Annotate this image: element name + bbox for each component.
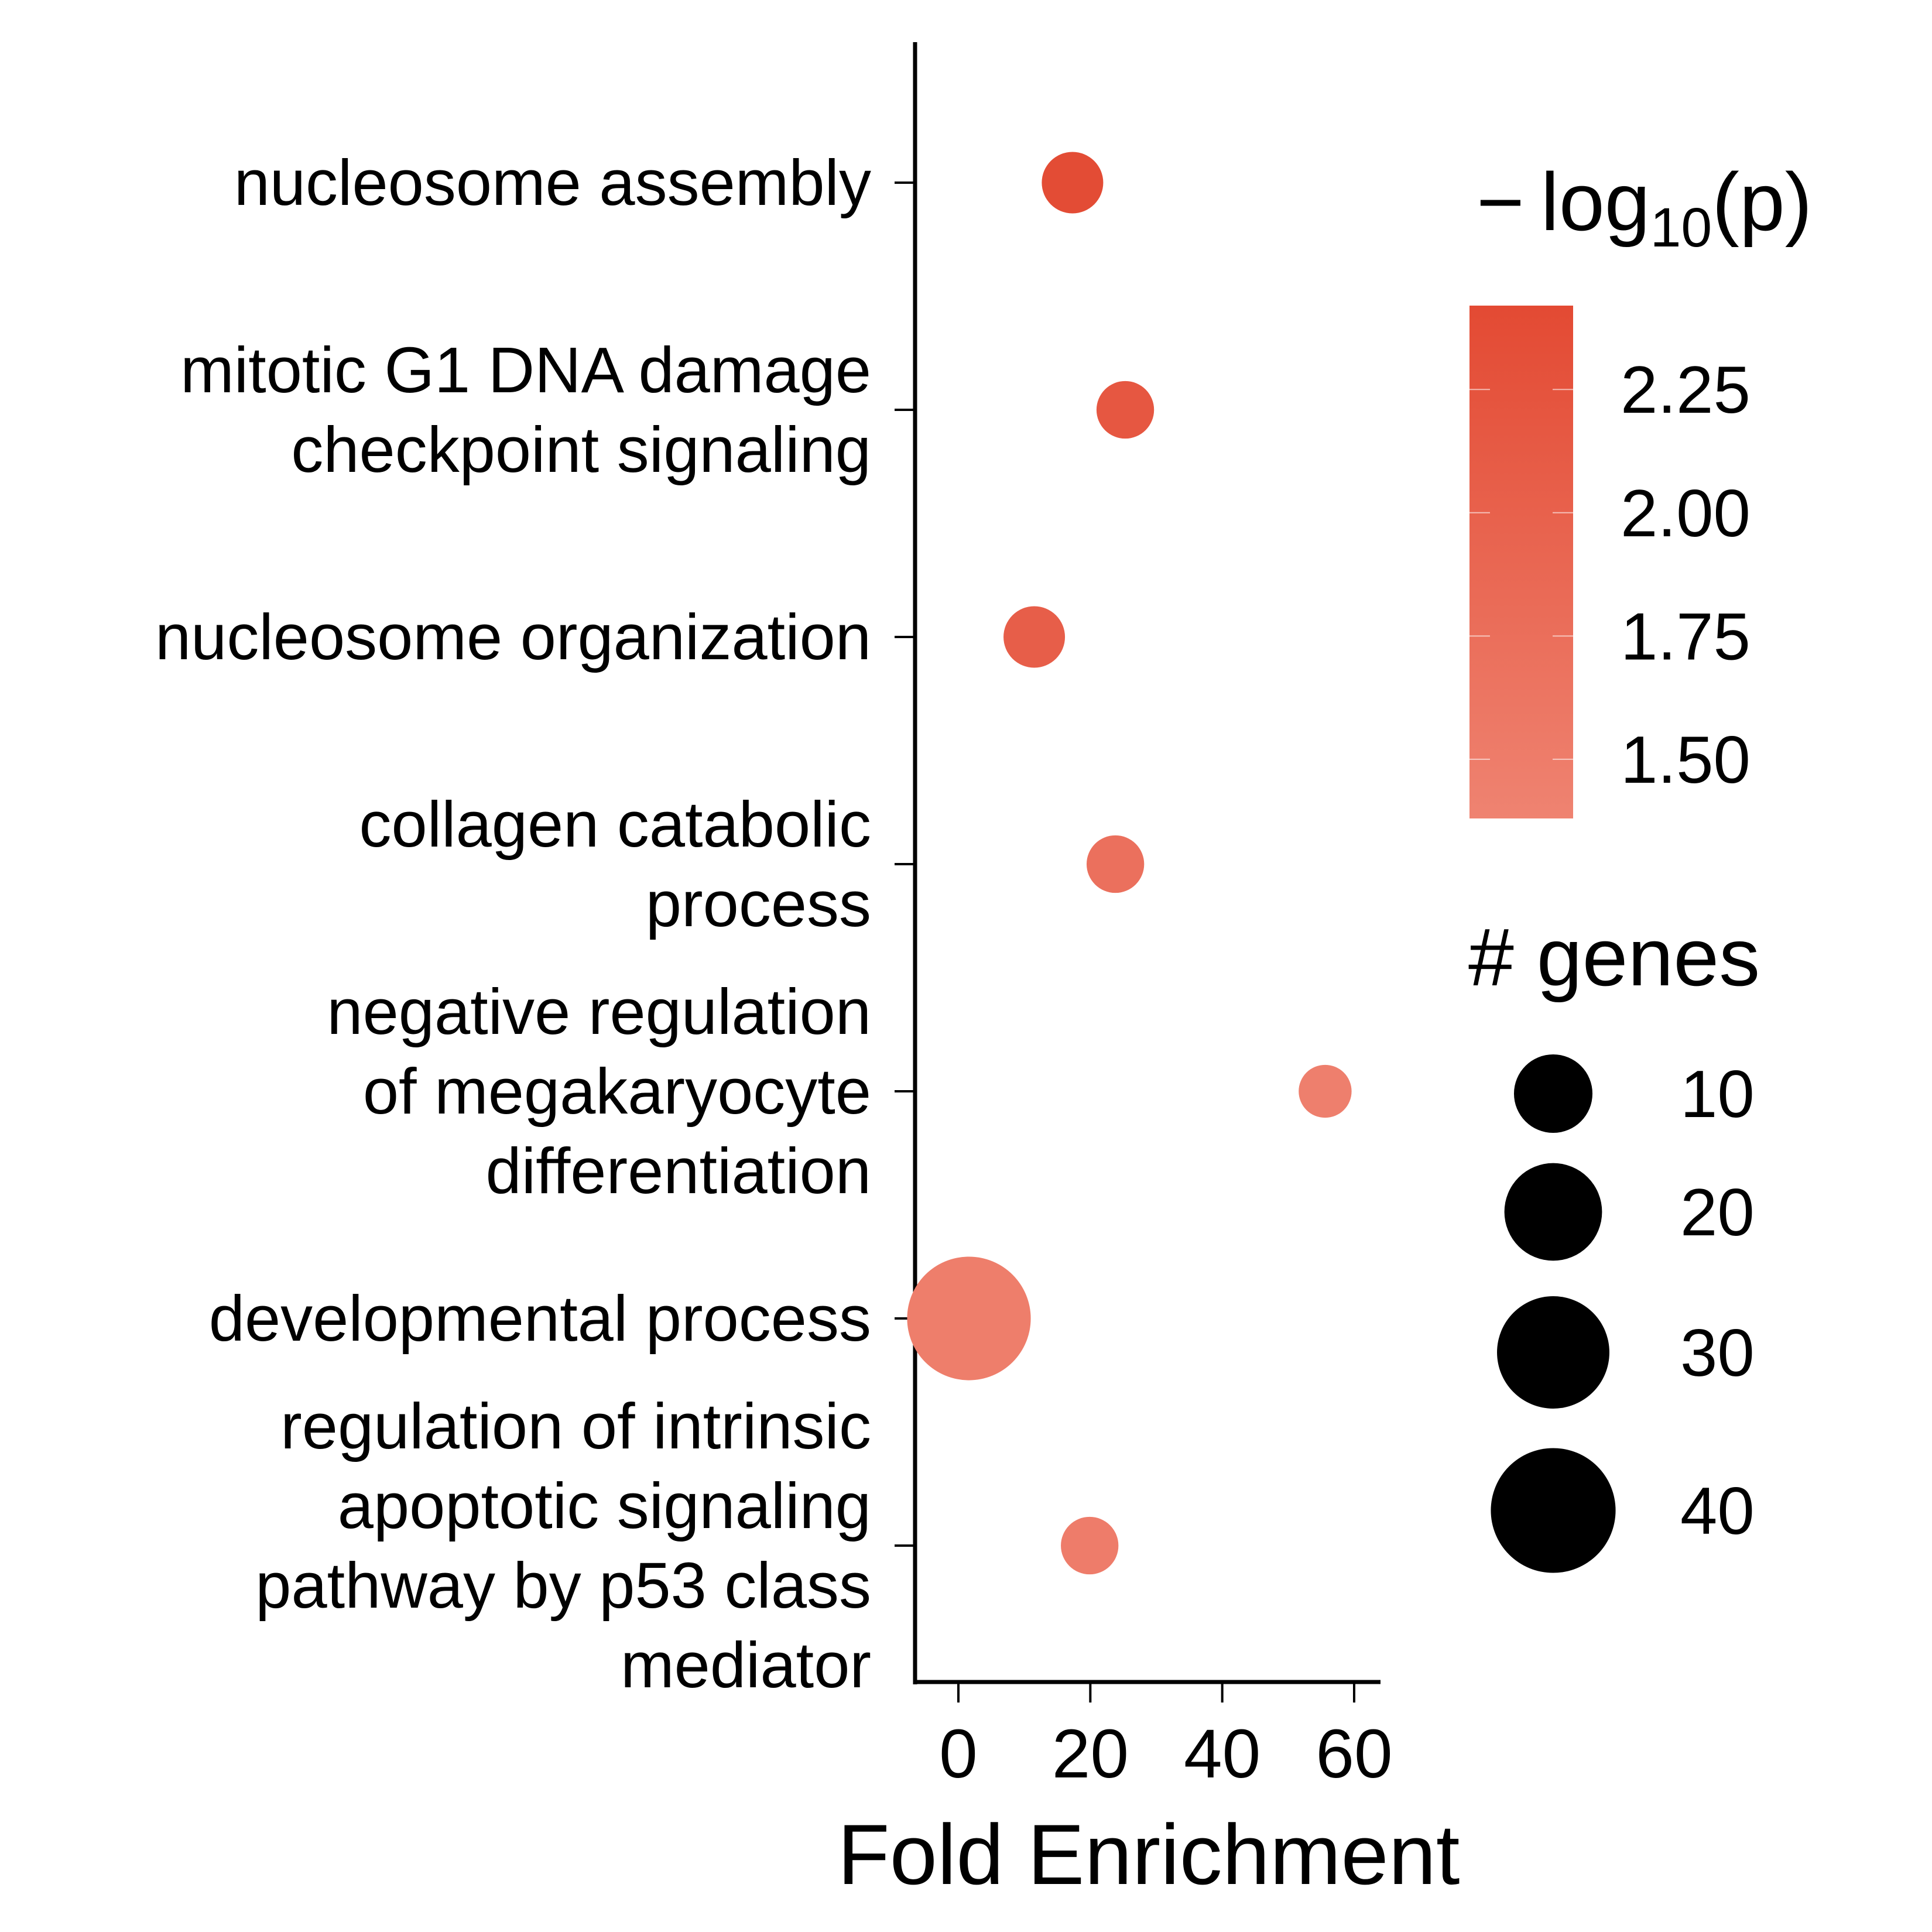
y-ticks	[895, 181, 915, 1547]
category-label-line: process	[646, 868, 871, 940]
size-legend-label: 10	[1680, 1057, 1755, 1132]
data-point	[1042, 152, 1104, 214]
category-label-line: pathway by p53 class	[255, 1550, 871, 1622]
category-label-line: mediator	[621, 1629, 871, 1701]
category-label-line: regulation of intrinsic	[280, 1390, 871, 1462]
color-bar-tick-label: 1.50	[1621, 723, 1751, 797]
color-bar-ticks: 2.25 2.00 1.75 1.50	[1469, 353, 1751, 797]
data-point	[1061, 1516, 1119, 1575]
size-legend-label: 30	[1680, 1316, 1755, 1390]
category-label: nucleosome assembly	[234, 147, 871, 219]
category-label-line: of megakaryocyte	[363, 1056, 871, 1128]
x-tick-label: 60	[1316, 1715, 1392, 1793]
color-bar-tick-label: 1.75	[1621, 600, 1751, 674]
category-label: collagen catabolic process	[359, 789, 871, 940]
category-label-line: developmental process	[209, 1283, 871, 1355]
data-point	[1299, 1064, 1352, 1118]
size-legend-circle	[1491, 1448, 1616, 1573]
size-legend-label: 20	[1680, 1176, 1755, 1250]
category-label-line: collagen catabolic	[359, 789, 871, 861]
category-label: regulation of intrinsic apoptotic signali…	[255, 1390, 871, 1701]
x-tick-label: 40	[1184, 1715, 1260, 1793]
x-axis-title: Fold Enrichment	[838, 1807, 1460, 1902]
x-tick-label: 20	[1052, 1715, 1129, 1793]
category-label: nucleosome organization	[155, 601, 871, 673]
category-label: mitotic G1 DNA damage checkpoint signalin…	[180, 334, 871, 486]
color-bar-tick-label: 2.25	[1621, 353, 1751, 427]
size-legend: # genes 10 20 30 40	[1468, 911, 1760, 1573]
size-legend-title: # genes	[1468, 911, 1760, 1003]
x-ticks: 0 20 40 60	[939, 1682, 1393, 1793]
category-label-line: differentiation	[486, 1135, 871, 1207]
data-point	[1003, 606, 1066, 668]
plot-area: nucleosome assembly mitotic G1 DNA damage…	[155, 42, 1393, 1793]
size-legend-items: 10 20 30 40	[1491, 1054, 1755, 1573]
size-legend-circle	[1513, 1054, 1593, 1133]
category-label-line: nucleosome assembly	[234, 147, 871, 219]
category-label-line: negative regulation	[327, 976, 871, 1048]
size-legend-circle	[1497, 1296, 1609, 1409]
data-point	[1096, 381, 1155, 439]
category-label: developmental process	[209, 1283, 871, 1355]
category-label-line: apoptotic signaling	[338, 1470, 871, 1542]
color-legend: − log10(p) 2.25 2.00 1.75 1.50	[1469, 156, 1812, 818]
category-label-line: nucleosome organization	[155, 601, 871, 673]
color-legend-title-p: (p)	[1712, 156, 1812, 248]
data-point	[907, 1256, 1031, 1381]
category-label-line: checkpoint signaling	[291, 414, 871, 486]
data-point	[1086, 835, 1145, 893]
x-tick-label: 0	[939, 1715, 978, 1793]
color-legend-title-log: log	[1541, 156, 1650, 248]
color-legend-title-subscript: 10	[1650, 197, 1712, 259]
color-legend-title: − log10(p)	[1477, 156, 1812, 259]
size-legend-circle	[1504, 1163, 1602, 1261]
y-labels: nucleosome assembly mitotic G1 DNA damage…	[155, 147, 871, 1701]
color-bar	[1469, 306, 1573, 818]
color-legend-title-minus: −	[1477, 156, 1525, 248]
category-label-line: mitotic G1 DNA damage	[180, 334, 871, 406]
data-points	[907, 152, 1352, 1575]
category-label: negative regulation of megakaryocyte diffe…	[327, 976, 871, 1207]
color-bar-tick-label: 2.00	[1621, 477, 1751, 551]
size-legend-label: 40	[1680, 1474, 1755, 1549]
